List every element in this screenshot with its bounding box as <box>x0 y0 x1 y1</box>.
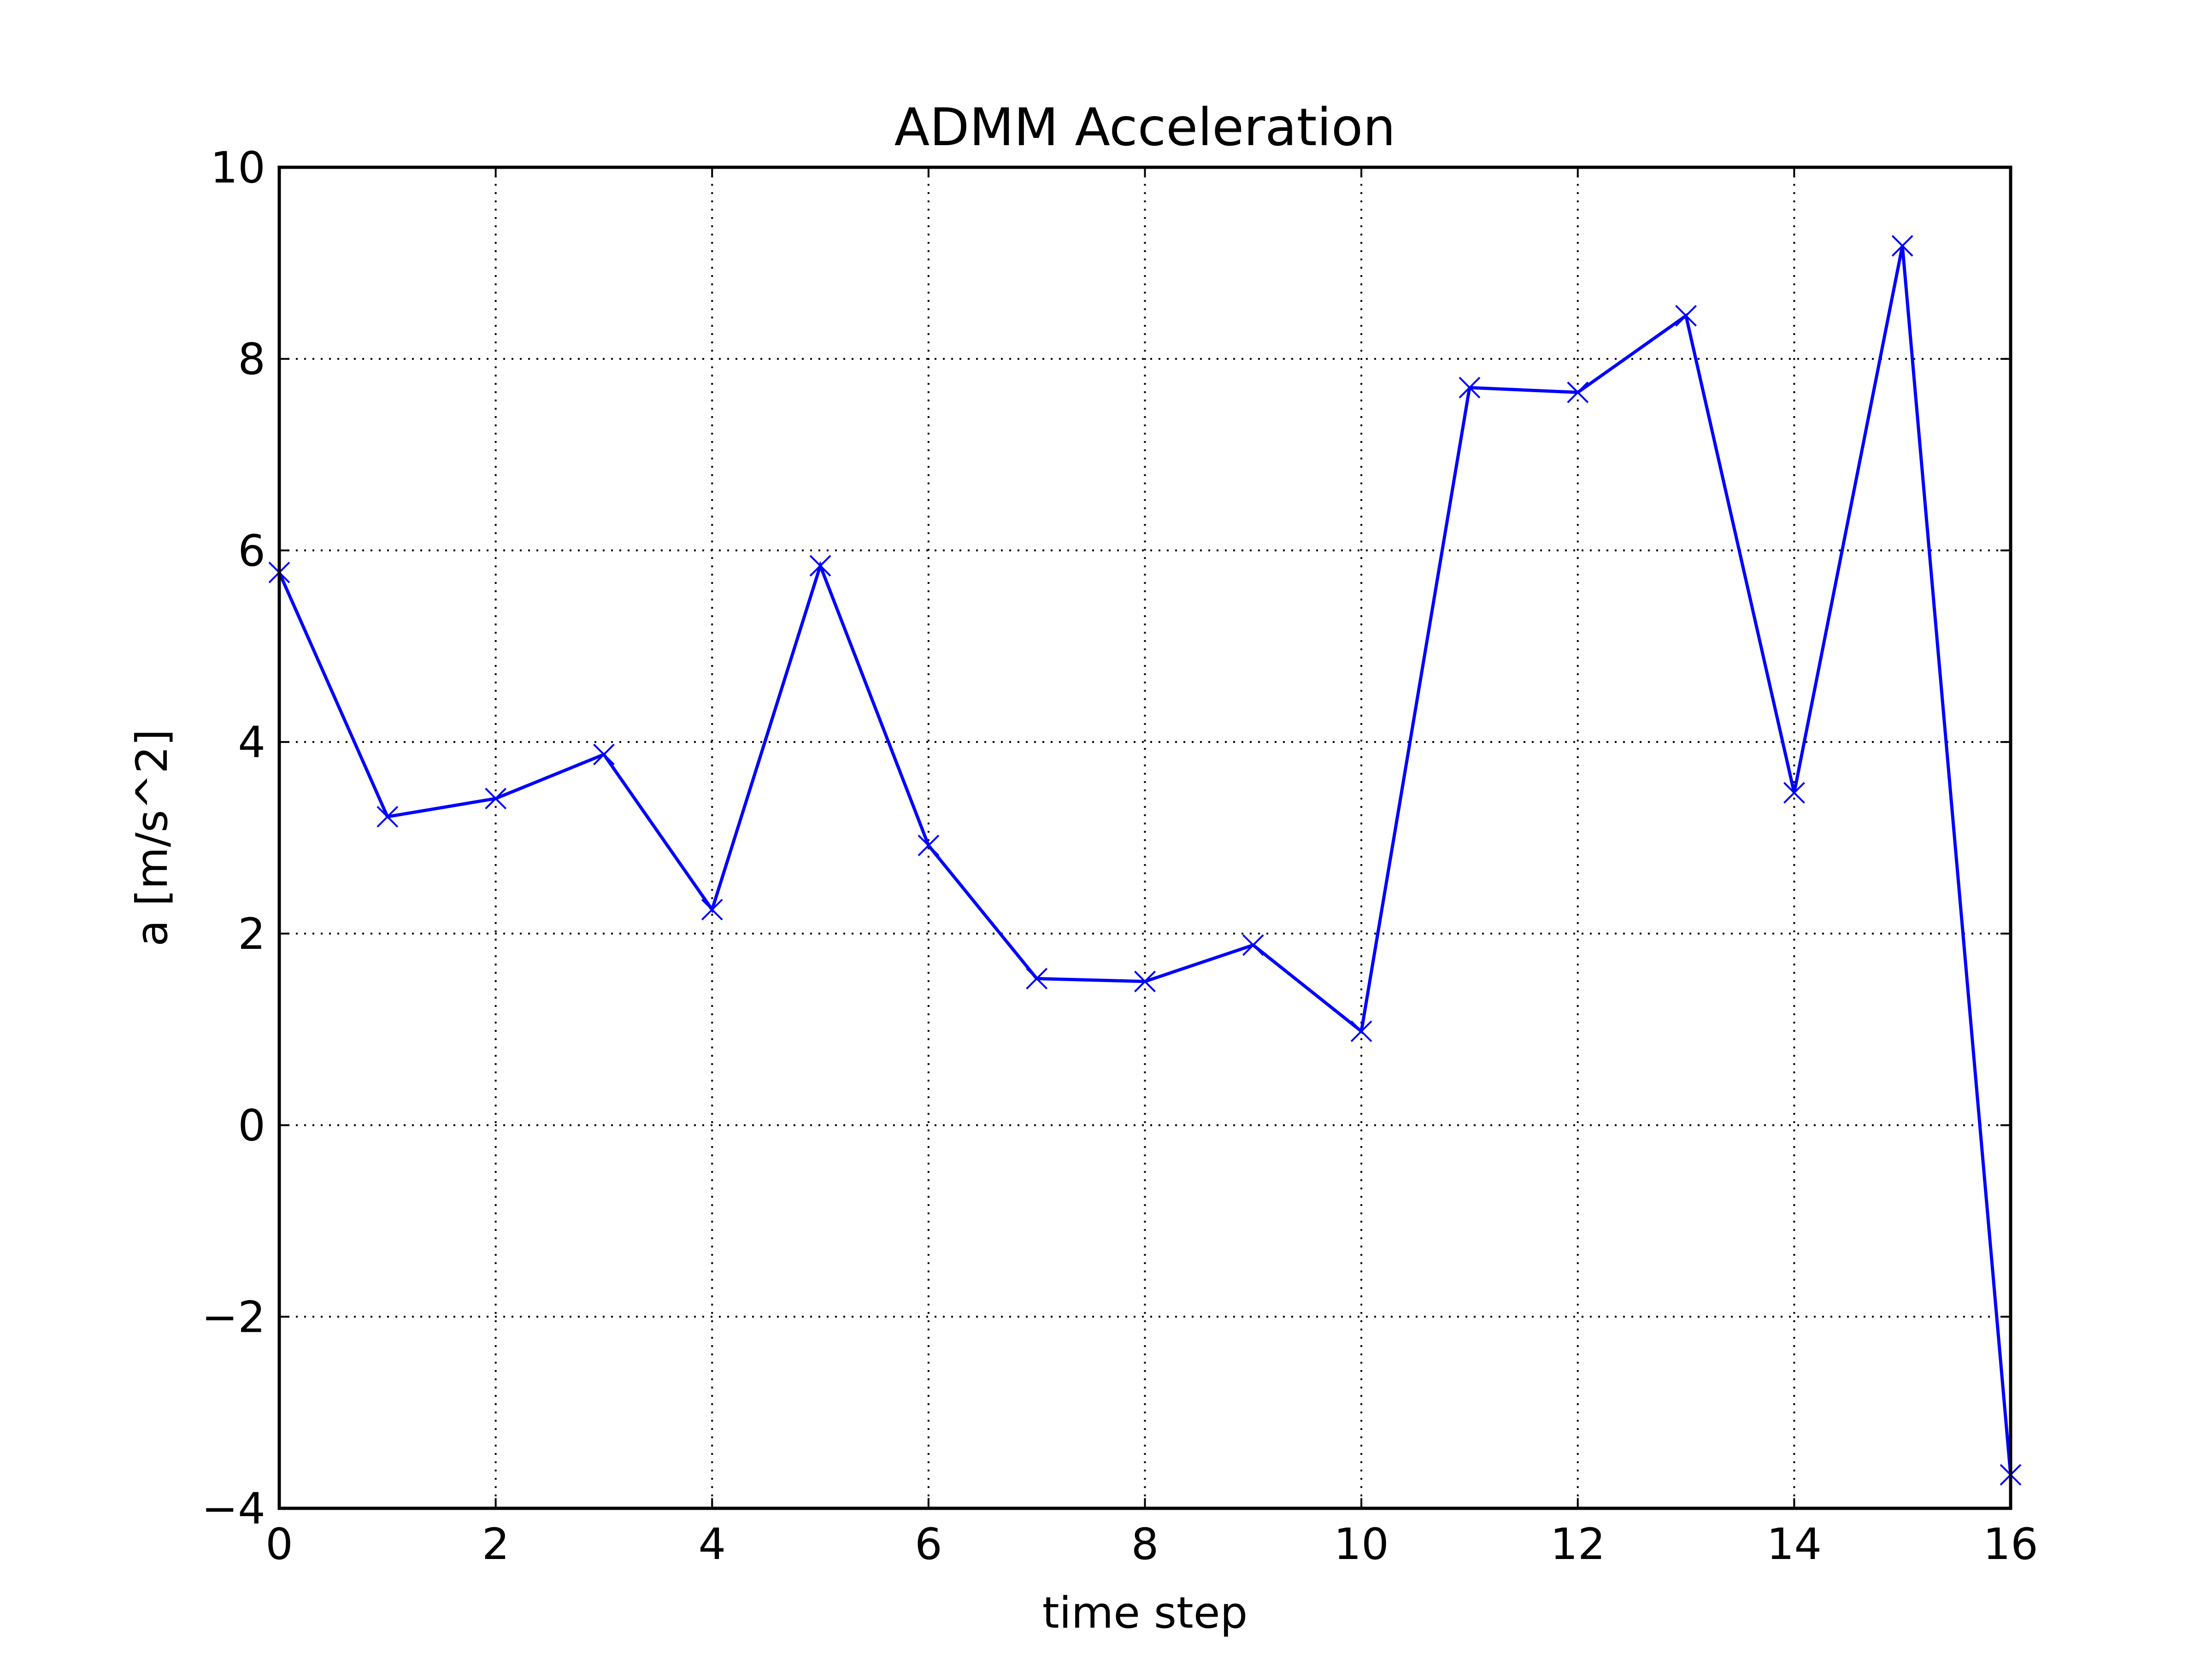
data-point-marker <box>1675 305 1697 327</box>
ticks: 0 2 4 6 8 10 12 14 16 −4 −2 0 2 4 6 8 10 <box>201 143 2038 1570</box>
series-layer <box>268 235 2022 1486</box>
data-point-marker <box>377 806 399 828</box>
y-tick-label: 6 <box>238 526 265 576</box>
x-tick-label: 2 <box>482 1519 510 1570</box>
x-tick-label: 6 <box>915 1519 942 1570</box>
data-point-marker <box>485 788 507 810</box>
y-tick-label: −2 <box>201 1292 265 1342</box>
x-tick-label: 8 <box>1131 1519 1159 1570</box>
data-point-marker <box>1891 235 1913 257</box>
data-point-marker <box>918 835 940 857</box>
data-point-marker <box>593 743 615 765</box>
x-tick-label: 16 <box>1983 1519 2038 1570</box>
y-tick-label: −4 <box>201 1484 265 1534</box>
x-tick-label: 0 <box>265 1519 293 1570</box>
y-tick-label: 0 <box>238 1101 265 1151</box>
x-tick-label: 10 <box>1334 1519 1389 1570</box>
data-point-marker <box>701 899 723 921</box>
x-tick-label: 12 <box>1550 1519 1606 1570</box>
data-point-marker <box>1459 377 1481 399</box>
data-point-marker <box>809 555 831 577</box>
data-point-marker <box>1026 968 1048 989</box>
data-point-marker <box>1783 782 1805 804</box>
data-point-marker <box>1134 971 1156 993</box>
y-tick-label: 2 <box>238 909 265 959</box>
data-point-marker <box>1242 934 1264 956</box>
chart-title: ADMM Acceleration <box>894 98 1396 158</box>
x-axis-label: time step <box>1042 1588 1248 1638</box>
y-tick-label: 10 <box>210 143 265 193</box>
x-tick-label: 14 <box>1767 1519 1822 1570</box>
x-tick-label: 4 <box>698 1519 726 1570</box>
y-tick-label: 4 <box>238 718 265 768</box>
y-axis-label: a [m/s^2] <box>127 729 177 947</box>
data-point-marker <box>1350 1020 1372 1042</box>
data-point-marker <box>1567 382 1589 403</box>
y-tick-label: 8 <box>238 335 265 385</box>
